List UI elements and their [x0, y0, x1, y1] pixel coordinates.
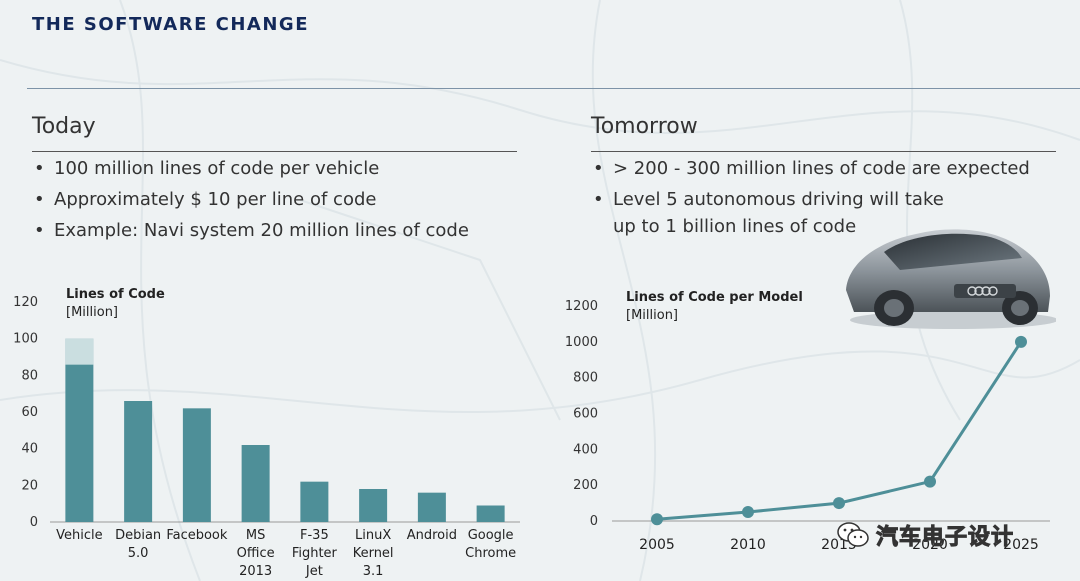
bar-chart-xtick: LinuX Kernel 3.1 — [353, 528, 394, 579]
today-heading: Today — [32, 114, 96, 139]
line-chart-ytick: 1000 — [565, 335, 598, 350]
line-chart-xtick: 2010 — [730, 537, 766, 553]
slide-title: THE SOFTWARE CHANGE — [32, 14, 309, 35]
line-chart-point — [924, 475, 936, 488]
bar-chart-xtick: Debian 5.0 — [115, 528, 161, 561]
bar-chart-xtick: Google Chrome — [465, 528, 516, 561]
tomorrow-bullet-line: up to 1 billion lines of code — [613, 216, 857, 237]
bar-chart-ytick: 80 — [21, 368, 38, 383]
line-chart-subtitle: [Million] — [626, 308, 678, 323]
line-chart-point — [742, 506, 754, 519]
bar-chart-bar — [417, 492, 446, 522]
line-chart-ytick: 200 — [573, 478, 598, 493]
line-chart-xtick: 2005 — [639, 537, 675, 553]
bar-chart-bar-highlight — [65, 338, 94, 365]
line-chart-ytick: 0 — [590, 514, 598, 529]
today-bullet: 100 million lines of code per vehicle — [32, 155, 532, 182]
bar-chart-xtick: Android — [407, 528, 457, 543]
tomorrow-bullet: > 200 - 300 million lines of code are ex… — [591, 155, 1071, 182]
bar-chart-bar — [300, 481, 329, 522]
line-chart-series — [656, 341, 1023, 521]
bar-chart-xtick: MS Office 2013 — [237, 528, 275, 579]
bar-chart-bar — [65, 338, 94, 522]
title-divider — [27, 88, 1080, 89]
bar-chart-ytick: 100 — [13, 332, 38, 347]
today-bullet: Example: Navi system 20 million lines of… — [32, 217, 532, 244]
bar-chart-title: Lines of Code — [66, 287, 165, 302]
watermark-text: 汽车电子设计 — [875, 525, 1015, 551]
bar-chart-xtick: F-35 Fighter Jet — [292, 528, 338, 579]
wechat-icon — [837, 522, 869, 547]
concept-car-image — [846, 229, 1056, 329]
today-bullet: Approximately $ 10 per line of code — [32, 186, 532, 213]
bar-chart-xtick: Facebook — [166, 528, 228, 543]
bar-chart-xtick: Vehicle — [56, 528, 103, 543]
bar-chart-ytick: 120 — [13, 295, 38, 310]
line-chart-point — [651, 513, 663, 526]
tomorrow-bullet: Level 5 autonomous driving will take up … — [591, 186, 1071, 240]
tomorrow-divider — [591, 151, 1056, 152]
line-chart-title: Lines of Code per Model — [626, 290, 803, 305]
bar-chart-bar — [241, 445, 270, 522]
bar-chart-ytick: 0 — [30, 515, 38, 530]
bar-chart-bar — [124, 401, 153, 522]
bar-chart-bar — [182, 408, 211, 522]
tomorrow-bullet-line: Level 5 autonomous driving will take — [613, 189, 944, 210]
tomorrow-bullets: > 200 - 300 million lines of code are ex… — [591, 155, 1071, 244]
line-chart-ytick: 400 — [573, 442, 598, 457]
line-chart-xtick: 2025 — [1003, 537, 1039, 553]
line-chart-point — [833, 497, 845, 510]
line-chart-ytick: 1200 — [565, 299, 598, 314]
line-chart-ytick: 800 — [573, 371, 598, 386]
line-chart-ytick: 600 — [573, 407, 598, 422]
bar-chart-ytick: 60 — [21, 405, 38, 420]
bar-chart: Lines of Code [Million] 020406080100120 … — [13, 287, 520, 579]
bar-chart-ytick: 20 — [21, 478, 38, 493]
today-divider — [32, 151, 517, 152]
tomorrow-heading: Tomorrow — [591, 114, 698, 139]
bar-chart-ytick: 40 — [21, 442, 38, 457]
today-bullets: 100 million lines of code per vehicle Ap… — [32, 155, 532, 248]
bar-chart-bar — [476, 505, 505, 522]
bar-chart-subtitle: [Million] — [66, 305, 118, 320]
watermark: 汽车电子设计 — [836, 518, 1056, 552]
bar-chart-bar — [359, 489, 388, 522]
line-chart-xtick: 2020 — [912, 537, 948, 553]
line-chart-point — [1015, 335, 1027, 348]
